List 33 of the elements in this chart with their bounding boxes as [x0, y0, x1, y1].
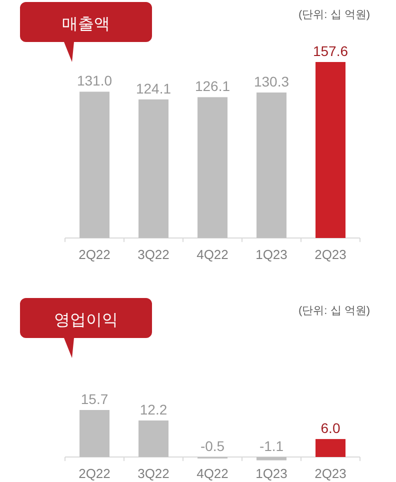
- data-label: 130.3: [254, 73, 290, 90]
- bar: [138, 99, 168, 238]
- x-tick-label: 2Q22: [78, 247, 110, 262]
- bar: [198, 97, 228, 238]
- x-tick-label: 3Q22: [138, 466, 170, 481]
- bar: [138, 420, 168, 457]
- bar: [316, 62, 346, 238]
- x-tick-label: 4Q22: [196, 466, 228, 481]
- bar: [256, 457, 286, 460]
- bar: [80, 92, 110, 238]
- chart-subtitle: (단위: 십 억원): [298, 305, 370, 317]
- bar: [316, 439, 346, 457]
- x-tick-label: 2Q23: [314, 247, 346, 262]
- data-label: 6.0: [320, 420, 340, 436]
- chart-title: 매출액: [62, 16, 110, 33]
- data-label: 157.6: [312, 43, 348, 59]
- chart-title: 영업이익: [54, 312, 118, 329]
- data-label: 131.0: [76, 72, 112, 89]
- bar: [256, 92, 286, 238]
- data-label: 12.2: [140, 401, 168, 418]
- data-label: -0.5: [200, 438, 225, 454]
- x-tick-label: 4Q22: [196, 247, 228, 262]
- x-tick-label: 2Q22: [78, 466, 110, 481]
- bar: [80, 410, 110, 457]
- data-label: -1.1: [259, 438, 284, 454]
- data-label: 124.1: [136, 80, 172, 96]
- x-tick-label: 2Q23: [314, 466, 346, 481]
- chart-subtitle: (단위: 십 억원): [298, 9, 370, 21]
- data-label: 126.1: [194, 78, 230, 94]
- data-label: 15.7: [80, 391, 108, 407]
- x-tick-label: 3Q22: [138, 247, 170, 262]
- x-tick-label: 1Q23: [256, 247, 288, 262]
- x-tick-label: 1Q23: [256, 466, 288, 481]
